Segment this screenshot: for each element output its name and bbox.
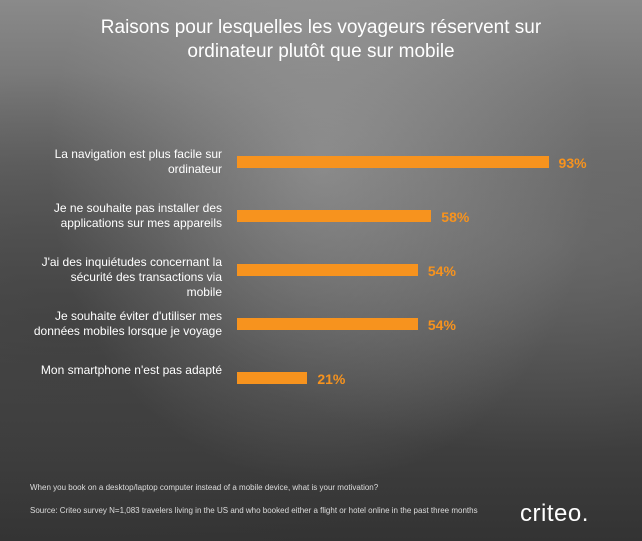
value-label: 21% — [317, 371, 346, 387]
value-label: 54% — [427, 263, 456, 279]
question-note: When you book on a desktop/laptop comput… — [30, 483, 379, 492]
bar — [237, 318, 418, 330]
bar — [237, 156, 549, 168]
category-label: Mon smartphone n'est pas adapté — [40, 363, 222, 377]
category-label: J'ai des inquiétudes concernant la sécur… — [41, 255, 222, 299]
chart-title: Raisons pour lesquelles les voyageurs ré… — [100, 17, 542, 62]
category-label: Je ne souhaite pas installer des applica… — [53, 201, 222, 230]
bar — [237, 210, 432, 222]
category-label: La navigation est plus facile sur ordina… — [54, 147, 222, 176]
value-label: 54% — [427, 317, 456, 333]
value-label: 93% — [558, 155, 587, 171]
bar — [237, 372, 308, 384]
value-label: 58% — [441, 209, 470, 225]
logo: criteo. — [520, 500, 589, 527]
category-label: Je souhaite éviter d'utiliser mes donnée… — [33, 309, 222, 338]
bar — [237, 264, 418, 276]
source-note: Source: Criteo survey N=1,083 travelers … — [30, 506, 478, 515]
